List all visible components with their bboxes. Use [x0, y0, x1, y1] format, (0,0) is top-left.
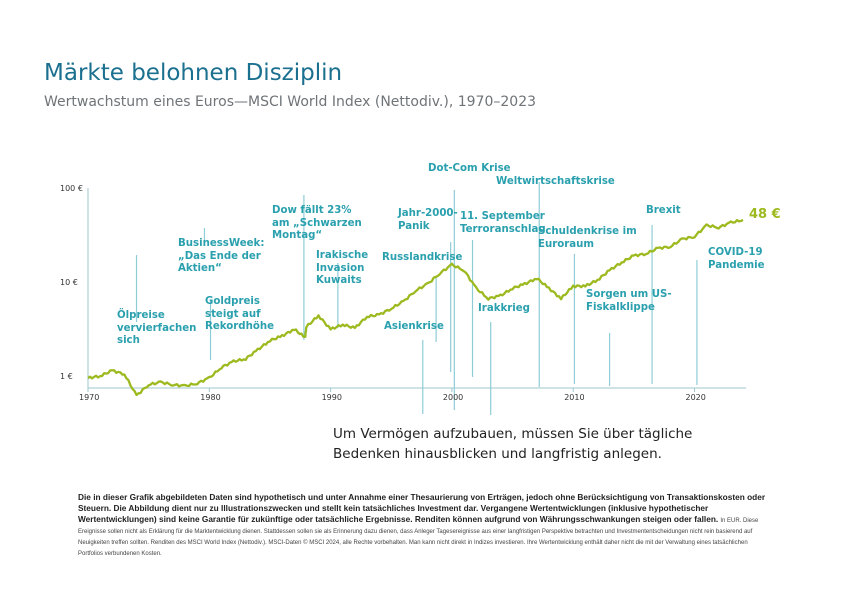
event-label: Goldpreis steigt auf Rekordhöhe [205, 296, 274, 332]
x-tick-label: 1990 [321, 393, 342, 402]
page-title: Märkte belohnen Disziplin [44, 60, 343, 86]
event-label: Russlandkrise [382, 252, 463, 263]
event-label: Irakkrieg [478, 303, 530, 314]
y-tick-label: 1 € [60, 372, 73, 381]
event-label: 11. September Terroranschlag [460, 211, 546, 235]
x-tick-label: 2000 [442, 393, 464, 402]
event-label: Jahr-2000-Panik [398, 208, 458, 232]
event-label: Dow fällt 23% am „Schwarzen Montag“ [272, 205, 362, 241]
disclaimer-bold: Die in dieser Grafik abgebildeten Daten … [78, 492, 766, 524]
quote: Um Vermögen aufzubauen, müssen Sie über … [333, 424, 692, 464]
disclaimer: Die in dieser Grafik abgebildeten Daten … [78, 492, 768, 559]
quote-line-1: Um Vermögen aufzubauen, müssen Sie über … [333, 426, 693, 442]
event-label: Dot-Com Krise [428, 163, 511, 174]
x-tick-label: 2010 [564, 393, 585, 402]
x-tick-label: 2020 [685, 393, 706, 402]
series-line [87, 218, 744, 397]
disclaimer-small: In EUR. Diese Ereignisse sollen nicht al… [78, 518, 759, 557]
event-label: Weltwirtschaftskrise [496, 176, 615, 187]
y-tick-label: 100 € [60, 184, 83, 193]
event-label: BusinessWeek: „Das Ende der Aktien“ [178, 238, 265, 274]
event-label: Ölpreise vervierfachen sich [117, 310, 197, 346]
event-label: COVID-19 Pandemie [708, 247, 765, 271]
event-label: Irakische Invasion Kuwaits [316, 250, 369, 286]
event-label: Brexit [646, 205, 681, 216]
y-tick-label: 10 € [60, 278, 78, 287]
end-value-label: 48 € [749, 207, 781, 222]
quote-line-2: Bedenken hinausblicken und langfristig a… [333, 446, 662, 462]
event-label: Asienkrise [384, 321, 444, 332]
event-label: Sorgen um US-Fiskalklippe [586, 289, 672, 313]
x-tick-label: 1980 [200, 393, 221, 402]
x-tick-label: 1970 [79, 393, 100, 402]
page-subtitle: Wertwachstum eines Euros—MSCI World Inde… [44, 94, 537, 110]
event-label: Schuldenkrise im Euroraum [538, 226, 637, 250]
